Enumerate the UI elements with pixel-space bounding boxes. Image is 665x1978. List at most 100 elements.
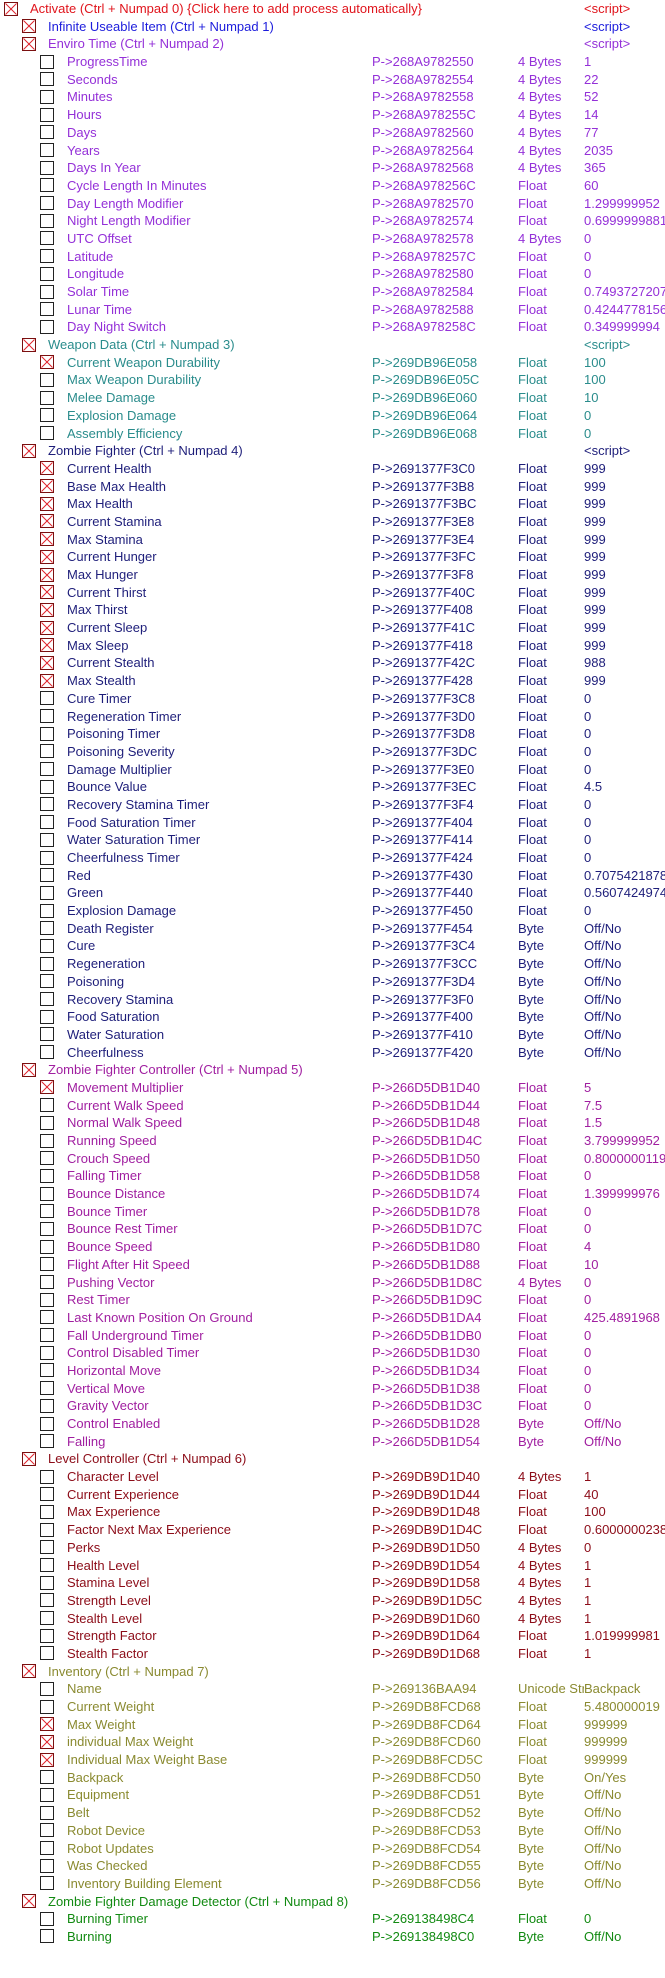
table-row[interactable]: Explosion Damage P->269DB96E064 Float 0 bbox=[0, 407, 665, 425]
table-row[interactable]: Current Weight P->269DB8FCD68 Float 5.48000… bbox=[0, 1698, 665, 1716]
active-checkbox-checked[interactable] bbox=[22, 1451, 36, 1466]
entry-value[interactable]: 1 bbox=[584, 1557, 592, 1573]
active-checkbox[interactable] bbox=[40, 213, 54, 228]
entry-value[interactable]: Off/No bbox=[584, 956, 622, 972]
active-checkbox[interactable] bbox=[40, 1487, 54, 1502]
entry-value[interactable]: 1 bbox=[584, 1592, 592, 1608]
table-row[interactable]: Robot Device P->269DB8FCD53 Byte Off/No bbox=[0, 1822, 665, 1840]
entry-value[interactable]: 5.480000019 bbox=[584, 1699, 660, 1714]
table-row[interactable]: Max Experience P->269DB9D1D48 Float 100 bbox=[0, 1503, 665, 1521]
active-checkbox-checked[interactable] bbox=[4, 1, 18, 16]
active-checkbox[interactable] bbox=[40, 1876, 54, 1891]
table-row[interactable]: Current Weapon Durability P->269DB96E058 F… bbox=[0, 354, 665, 372]
active-checkbox[interactable] bbox=[40, 1575, 54, 1590]
active-checkbox[interactable] bbox=[40, 1911, 54, 1926]
active-checkbox[interactable] bbox=[40, 1098, 54, 1113]
table-group-row[interactable]: Inventory (Ctrl + Numpad 7) bbox=[0, 1663, 665, 1681]
active-checkbox[interactable] bbox=[40, 1841, 54, 1855]
table-row[interactable]: Name P->269136BAA94 Unicode Stri Backpack bbox=[0, 1680, 665, 1698]
entry-value[interactable]: Off/No bbox=[584, 1858, 622, 1874]
table-group-row[interactable]: Zombie Fighter (Ctrl + Numpad 4) <script> bbox=[0, 442, 665, 460]
active-checkbox-checked[interactable] bbox=[22, 443, 36, 458]
entry-value[interactable]: 100 bbox=[584, 372, 606, 388]
entry-value[interactable]: 0 bbox=[584, 832, 592, 848]
entry-value[interactable]: 1.299999952 bbox=[584, 195, 660, 211]
active-checkbox[interactable] bbox=[40, 1787, 54, 1802]
active-checkbox[interactable] bbox=[40, 1257, 54, 1272]
active-checkbox[interactable] bbox=[40, 1363, 54, 1378]
active-checkbox[interactable] bbox=[40, 1151, 54, 1166]
table-row[interactable]: UTC Offset P->268A9782578 4 Bytes 0 bbox=[0, 230, 665, 248]
table-row[interactable]: Max Sleep P->2691377F418 Float 999 bbox=[0, 637, 665, 655]
active-checkbox[interactable] bbox=[40, 992, 54, 1006]
active-checkbox[interactable] bbox=[40, 850, 54, 865]
active-checkbox[interactable] bbox=[40, 832, 54, 847]
active-checkbox-checked[interactable] bbox=[40, 514, 54, 529]
table-row[interactable]: Day Length Modifier P->268A9782570 Float 1.… bbox=[0, 195, 665, 213]
table-row[interactable]: Night Length Modifier P->268A9782574 Float… bbox=[0, 212, 665, 230]
entry-value[interactable]: 0 bbox=[584, 1911, 592, 1927]
table-row[interactable]: Crouch Speed P->266D5DB1D50 Float 0.8000000… bbox=[0, 1150, 665, 1168]
active-checkbox[interactable] bbox=[40, 408, 54, 423]
active-checkbox-checked[interactable] bbox=[22, 1062, 36, 1077]
table-row[interactable]: Melee Damage P->269DB96E060 Float 10 bbox=[0, 389, 665, 407]
entry-value[interactable]: 1 bbox=[584, 54, 592, 70]
entry-value[interactable]: 0 bbox=[584, 814, 592, 830]
entry-value[interactable]: 999999 bbox=[584, 1734, 628, 1750]
active-checkbox-checked[interactable] bbox=[40, 532, 54, 547]
table-row[interactable]: Regeneration Timer P->2691377F3D0 Float 0 bbox=[0, 708, 665, 726]
entry-value[interactable]: 0.7493727207 bbox=[584, 284, 665, 299]
active-checkbox[interactable] bbox=[40, 1504, 54, 1519]
active-checkbox[interactable] bbox=[40, 54, 54, 69]
active-checkbox[interactable] bbox=[40, 744, 54, 759]
entry-value[interactable]: 10 bbox=[584, 390, 599, 406]
table-row[interactable]: Latitude P->268A978257C Float 0 bbox=[0, 248, 665, 266]
entry-value[interactable]: Off/No bbox=[584, 1026, 622, 1042]
active-checkbox[interactable] bbox=[40, 1858, 54, 1873]
active-checkbox[interactable] bbox=[40, 1540, 54, 1555]
active-checkbox-checked[interactable] bbox=[40, 1752, 54, 1767]
table-row[interactable]: Control Disabled Timer P->266D5DB1D30 Floa… bbox=[0, 1344, 665, 1362]
entry-value[interactable]: 0.5607424974 bbox=[584, 885, 665, 901]
active-checkbox[interactable] bbox=[40, 974, 54, 989]
active-checkbox[interactable] bbox=[40, 89, 54, 104]
active-checkbox[interactable] bbox=[40, 196, 54, 211]
entry-value[interactable]: 1.399999976 bbox=[584, 1186, 660, 1202]
entry-value[interactable]: 0 bbox=[584, 761, 592, 777]
active-checkbox-checked[interactable] bbox=[22, 337, 36, 352]
active-checkbox[interactable] bbox=[40, 125, 54, 140]
active-checkbox[interactable] bbox=[40, 178, 54, 193]
entry-value[interactable]: Off/No bbox=[584, 991, 622, 1007]
entry-value[interactable]: <script> bbox=[584, 36, 631, 52]
table-row[interactable]: Recovery Stamina Timer P->2691377F3F4 Floa… bbox=[0, 796, 665, 814]
entry-value[interactable]: 0.8000000119 bbox=[584, 1150, 665, 1166]
table-row[interactable]: Years P->268A9782564 4 Bytes 2035 bbox=[0, 142, 665, 160]
active-checkbox[interactable] bbox=[40, 1239, 54, 1254]
active-checkbox-checked[interactable] bbox=[40, 602, 54, 617]
table-row[interactable]: Bounce Value P->2691377F3EC Float 4.5 bbox=[0, 778, 665, 796]
entry-value[interactable]: 3.799999952 bbox=[584, 1133, 660, 1148]
entry-value[interactable]: Off/No bbox=[584, 920, 622, 936]
table-row[interactable]: Last Known Position On Ground P->266D5DB1… bbox=[0, 1309, 665, 1327]
active-checkbox[interactable] bbox=[40, 231, 54, 246]
active-checkbox[interactable] bbox=[40, 1115, 54, 1130]
active-checkbox[interactable] bbox=[40, 921, 54, 936]
entry-value[interactable]: 365 bbox=[584, 160, 606, 176]
entry-value[interactable]: 999 bbox=[584, 584, 606, 600]
table-row[interactable]: Normal Walk Speed P->266D5DB1D48 Float 1.5 bbox=[0, 1114, 665, 1132]
active-checkbox[interactable] bbox=[40, 1275, 54, 1289]
table-row[interactable]: Burning P->269138498C0 Byte Off/No bbox=[0, 1928, 665, 1946]
table-row[interactable]: Stamina Level P->269DB9D1D58 4 Bytes 1 bbox=[0, 1574, 665, 1592]
active-checkbox-checked[interactable] bbox=[40, 638, 54, 653]
table-row[interactable]: Health Level P->269DB9D1D54 4 Bytes 1 bbox=[0, 1557, 665, 1575]
table-row[interactable]: Max Stamina P->2691377F3E4 Float 999 bbox=[0, 531, 665, 549]
table-row[interactable]: Cheerfulness Timer P->2691377F424 Float 0 bbox=[0, 849, 665, 867]
entry-value[interactable]: 988 bbox=[584, 655, 606, 671]
table-row[interactable]: Days In Year P->268A9782568 4 Bytes 365 bbox=[0, 159, 665, 177]
active-checkbox[interactable] bbox=[40, 1770, 54, 1785]
table-row[interactable]: Minutes P->268A9782558 4 Bytes 52 bbox=[0, 88, 665, 106]
table-group-row[interactable]: Zombie Fighter Controller (Ctrl + Numpad… bbox=[0, 1061, 665, 1079]
active-checkbox[interactable] bbox=[40, 266, 54, 281]
table-row[interactable]: Longitude P->268A9782580 Float 0 bbox=[0, 265, 665, 283]
table-row[interactable]: Strength Level P->269DB9D1D5C 4 Bytes 1 bbox=[0, 1592, 665, 1610]
